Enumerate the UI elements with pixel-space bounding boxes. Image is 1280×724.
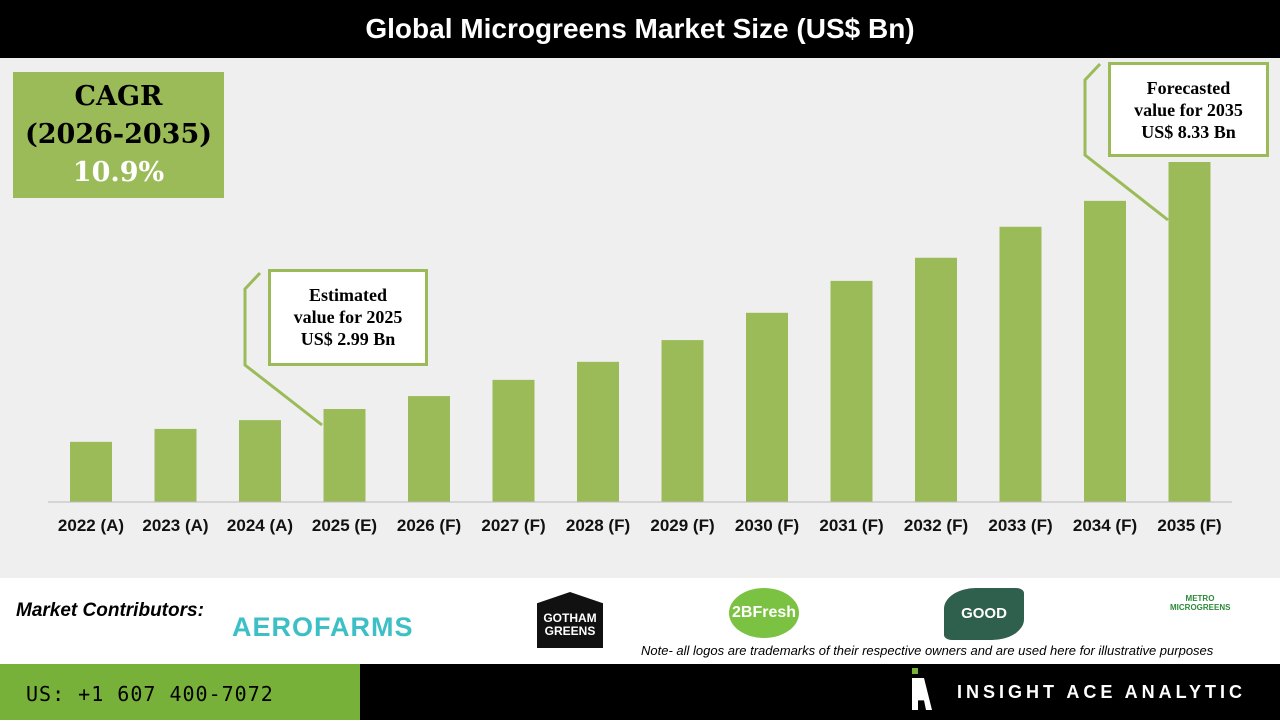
trademark-note: Note- all logos are trademarks of their … xyxy=(641,643,1214,658)
aerofarms-logo: AEROFARMS xyxy=(232,612,414,642)
callout-leader-2025 xyxy=(243,271,323,427)
cagr-period: (2026-2035) xyxy=(24,119,213,150)
cagr-label: CAGR xyxy=(74,81,163,112)
x-tick-label: 2025 (E) xyxy=(312,516,377,535)
callout-line: value for 2025 xyxy=(293,307,403,327)
x-tick-label: 2033 (F) xyxy=(988,516,1052,535)
x-tick-label: 2023 (A) xyxy=(142,516,208,535)
bar xyxy=(492,379,535,502)
callout-line: Estimated xyxy=(309,285,387,305)
gotham-greens-logo: GOTHAM GREENS xyxy=(537,592,603,648)
bar xyxy=(323,409,366,502)
x-tick-label: 2024 (A) xyxy=(227,516,293,535)
bar xyxy=(830,280,873,502)
bar-chart: 2022 (A) 2023 (A) 2024 (A) 2025 (E) 2026 (F)… xyxy=(48,62,1232,535)
bar xyxy=(70,441,112,502)
callout-line: Forecasted xyxy=(1146,78,1231,98)
x-tick-label: 2032 (F) xyxy=(904,516,968,535)
bar xyxy=(1168,162,1211,502)
bar xyxy=(154,428,197,502)
footer-bar: INSIGHT ACE ANALYTIC xyxy=(360,664,1280,720)
bar xyxy=(661,340,704,502)
callout-line: US$ 8.33 Bn xyxy=(1141,122,1236,142)
x-tick-label: 2027 (F) xyxy=(481,516,545,535)
chart-title: Global Microgreens Market Size (US$ Bn) xyxy=(0,0,1280,58)
x-tick-label: 2026 (F) xyxy=(397,516,461,535)
good-leaf-logo: GOOD LEAF xyxy=(944,588,1024,674)
brand-logo-icon xyxy=(912,668,932,710)
contributors-label: Market Contributors: xyxy=(16,600,204,621)
bar xyxy=(239,420,281,502)
bar xyxy=(1084,200,1126,502)
x-tick-label: 2029 (F) xyxy=(650,516,714,535)
x-tick-label: 2034 (F) xyxy=(1073,516,1137,535)
brand-name: INSIGHT ACE ANALYTIC xyxy=(956,682,1246,702)
x-tick-label: 2022 (A) xyxy=(58,516,124,535)
x-tick-label: 2028 (F) xyxy=(566,516,630,535)
phone-number: US: +1 607 400-7072 xyxy=(0,664,360,720)
callout-leader-2035 xyxy=(1083,62,1169,222)
bar xyxy=(999,226,1042,502)
callout-2035: Forecasted value for 2035 US$ 8.33 Bn xyxy=(1108,62,1269,157)
metro-microgreens-logo: METRO MICROGREENS xyxy=(1170,594,1231,612)
x-tick-label: 2031 (F) xyxy=(819,516,883,535)
bar xyxy=(408,396,450,502)
callout-2025: Estimated value for 2025 US$ 2.99 Bn xyxy=(268,269,428,366)
bar xyxy=(577,361,619,502)
cagr-box: CAGR (2026-2035) 10.9% xyxy=(13,72,224,198)
callout-line: US$ 2.99 Bn xyxy=(300,329,396,349)
cagr-value: 10.9% xyxy=(72,157,165,188)
2bfresh-logo: 2BFresh xyxy=(729,588,799,638)
bar xyxy=(915,257,957,502)
bar xyxy=(746,312,788,502)
x-tick-label: 2035 (F) xyxy=(1157,516,1221,535)
callout-line: value for 2035 xyxy=(1134,100,1243,120)
x-tick-label: 2030 (F) xyxy=(735,516,799,535)
